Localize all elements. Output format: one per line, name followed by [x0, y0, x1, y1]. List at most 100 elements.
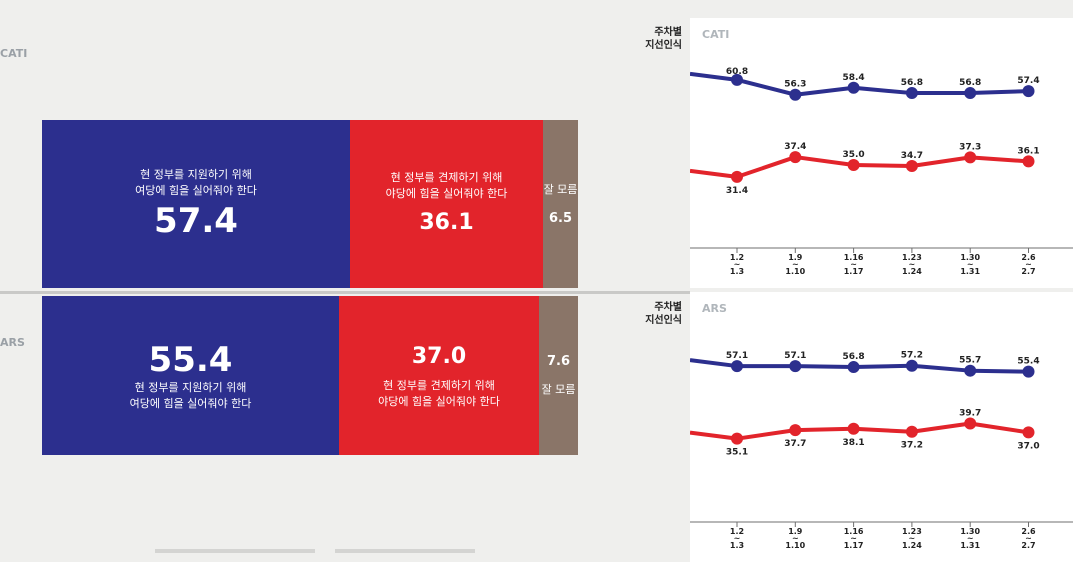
ars-support-bar: 55.4 현 정부를 지원하기 위해 여당에 힘을 실어줘야 한다 [42, 296, 339, 455]
ars-x-tick-label: 1.10 [785, 541, 805, 550]
ars-x-tick-label: ~ [967, 534, 974, 543]
ars-x-tick-label: ~ [734, 534, 741, 543]
ars-x-tick-label: 1.2 [730, 527, 744, 536]
ars-support-value: 55.4 [148, 339, 233, 380]
cati-line-chart-panel: CATI 60.8 56.3 58.4 56.8 56.8 57.4 31.4 37.4 35.0… [690, 18, 1073, 288]
cati-support-line-lead [690, 71, 738, 82]
ars-support-data-label: 56.8 [842, 352, 864, 362]
ars-check-caption-2: 야당에 힘을 실어줘야 한다 [378, 394, 500, 408]
cati-support-point [789, 88, 802, 101]
ars-support-point [1022, 365, 1035, 378]
cati-check-line-lead [690, 168, 738, 179]
ars-support-point [847, 361, 860, 374]
ars-check-line [736, 421, 1029, 441]
cati-check-data-label: 37.4 [784, 142, 806, 152]
cati-x-tick-label: ~ [792, 260, 799, 269]
cati-x-tick-label: 1.24 [902, 267, 922, 276]
ars-check-data-label: 38.1 [842, 438, 864, 448]
ars-x-tick-label: 1.3 [730, 541, 744, 550]
cati-support-point [964, 87, 977, 100]
ars-check-caption-1: 현 정부를 견제하기 위해 [383, 378, 495, 392]
cati-check-data-label: 34.7 [901, 151, 923, 161]
ars-x-tick-label: 1.24 [902, 541, 922, 550]
cati-x-tick-label: 1.31 [960, 267, 980, 276]
cati-x-tick-label: 1.9 [788, 253, 803, 262]
cati-x-tick-label: ~ [1025, 260, 1032, 269]
cati-support-value: 57.4 [154, 201, 238, 241]
cati-support-point [1022, 85, 1035, 98]
cati-x-tick-label: 2.6 [1021, 253, 1036, 262]
cati-support-data-label: 57.4 [1017, 76, 1039, 86]
cati-check-data-label: 31.4 [726, 186, 748, 196]
ars-x-tick-label: 1.16 [844, 527, 864, 536]
ars-check-point [964, 417, 977, 430]
bottom-strip-left [155, 549, 315, 553]
cati-x-tick-label: ~ [967, 260, 974, 269]
cati-check-point [731, 170, 743, 183]
cati-support-data-label: 58.4 [842, 73, 864, 83]
ars-x-tick-label: 2.7 [1021, 541, 1035, 550]
ars-x-tick-label: ~ [792, 534, 799, 543]
ars-weekly-label: 주차별 지선인식 [630, 301, 682, 327]
ars-x-tick-label: ~ [850, 534, 857, 543]
ars-check-point [731, 432, 743, 445]
cati-check-point [964, 151, 977, 164]
cati-x-tick-label: 1.16 [844, 253, 864, 262]
cati-check-caption-1: 현 정부를 견제하기 위해 [390, 171, 503, 184]
ars-support-caption-1: 현 정부를 지원하기 위해 [134, 380, 247, 394]
cati-weekly-label-line1: 주차별 [654, 27, 682, 38]
ars-check-bar: 37.0 현 정부를 견제하기 위해 야당에 힘을 실어줘야 한다 [339, 296, 539, 455]
ars-x-tick-label: ~ [909, 534, 916, 543]
cati-x-tick-label: 1.23 [902, 253, 922, 262]
cati-chart-title: CATI [702, 28, 729, 41]
cati-check-data-label: 37.3 [959, 142, 981, 152]
cati-support-data-label: 60.8 [726, 67, 748, 77]
ars-support-point [731, 360, 743, 373]
cati-check-line [736, 155, 1029, 179]
ars-x-tick-label: ~ [1025, 534, 1032, 543]
ars-support-line-lead [690, 358, 738, 369]
ars-line-chart: ARS 57.1 57.1 56.8 57.2 55.7 55.4 35.1 37.7 38.1 3… [690, 302, 1073, 550]
cati-support-point [731, 73, 743, 86]
cati-check-point [905, 159, 918, 172]
ars-check-point [905, 425, 918, 438]
cati-check-data-label: 36.1 [1017, 146, 1039, 156]
cati-x-tick-label: 1.17 [844, 267, 864, 276]
cati-check-point [789, 151, 802, 164]
cati-support-data-label: 56.3 [784, 80, 806, 90]
ars-x-tick-label: 1.23 [902, 527, 922, 536]
cati-x-tick-label: 1.30 [960, 253, 980, 262]
cati-x-tick-label: ~ [850, 260, 857, 269]
cati-x-tick-label: 1.10 [785, 267, 805, 276]
ars-check-data-label: 35.1 [726, 448, 748, 458]
ars-x-tick-label: 1.30 [960, 527, 980, 536]
ars-support-data-label: 57.1 [784, 351, 806, 361]
ars-support-caption-2: 여당에 힘을 실어줘야 한다 [129, 396, 252, 410]
ars-x-tick-label: 2.6 [1021, 527, 1036, 536]
cati-check-point [1022, 155, 1035, 168]
cati-weekly-label: 주차별 지선인식 [630, 26, 682, 52]
ars-check-value: 37.0 [411, 343, 467, 369]
cati-x-tick-label: ~ [734, 260, 741, 269]
ars-chart-title: ARS [702, 302, 727, 315]
cati-support-point [847, 81, 860, 94]
ars-check-line-lead [690, 430, 738, 441]
divider [0, 291, 690, 294]
ars-unknown-bar: 7.6 잘 모름 [539, 296, 578, 455]
cati-unknown-bar: 잘 모름 6.5 [543, 120, 578, 288]
cati-check-bar: 현 정부를 견제하기 위해 야당에 힘을 실어줘야 한다 36.1 [350, 120, 543, 288]
cati-method-label: CATI [0, 47, 28, 60]
cati-support-point [905, 87, 918, 100]
ars-check-point [789, 424, 802, 437]
ars-check-point [847, 422, 860, 435]
cati-unknown-label: 잘 모름 [543, 182, 578, 196]
cati-check-data-label: 35.0 [842, 150, 864, 160]
cati-support-bar: 현 정부를 지원하기 위해 여당에 힘을 실어줘야 한다 57.4 [42, 120, 350, 288]
ars-weekly-label-line1: 주차별 [654, 302, 682, 313]
ars-line-chart-panel: ARS 57.1 57.1 56.8 57.2 55.7 55.4 35.1 37.7 38.1 3… [690, 292, 1073, 562]
cati-check-point [847, 159, 860, 171]
cati-line-chart: CATI 60.8 56.3 58.4 56.8 56.8 57.4 31.4 37.4 35.0… [690, 28, 1073, 276]
ars-support-line [737, 363, 1029, 374]
ars-weekly-label-line2: 지선인식 [645, 315, 682, 326]
cati-check-caption-2: 야당에 힘을 실어줘야 한다 [385, 187, 508, 200]
